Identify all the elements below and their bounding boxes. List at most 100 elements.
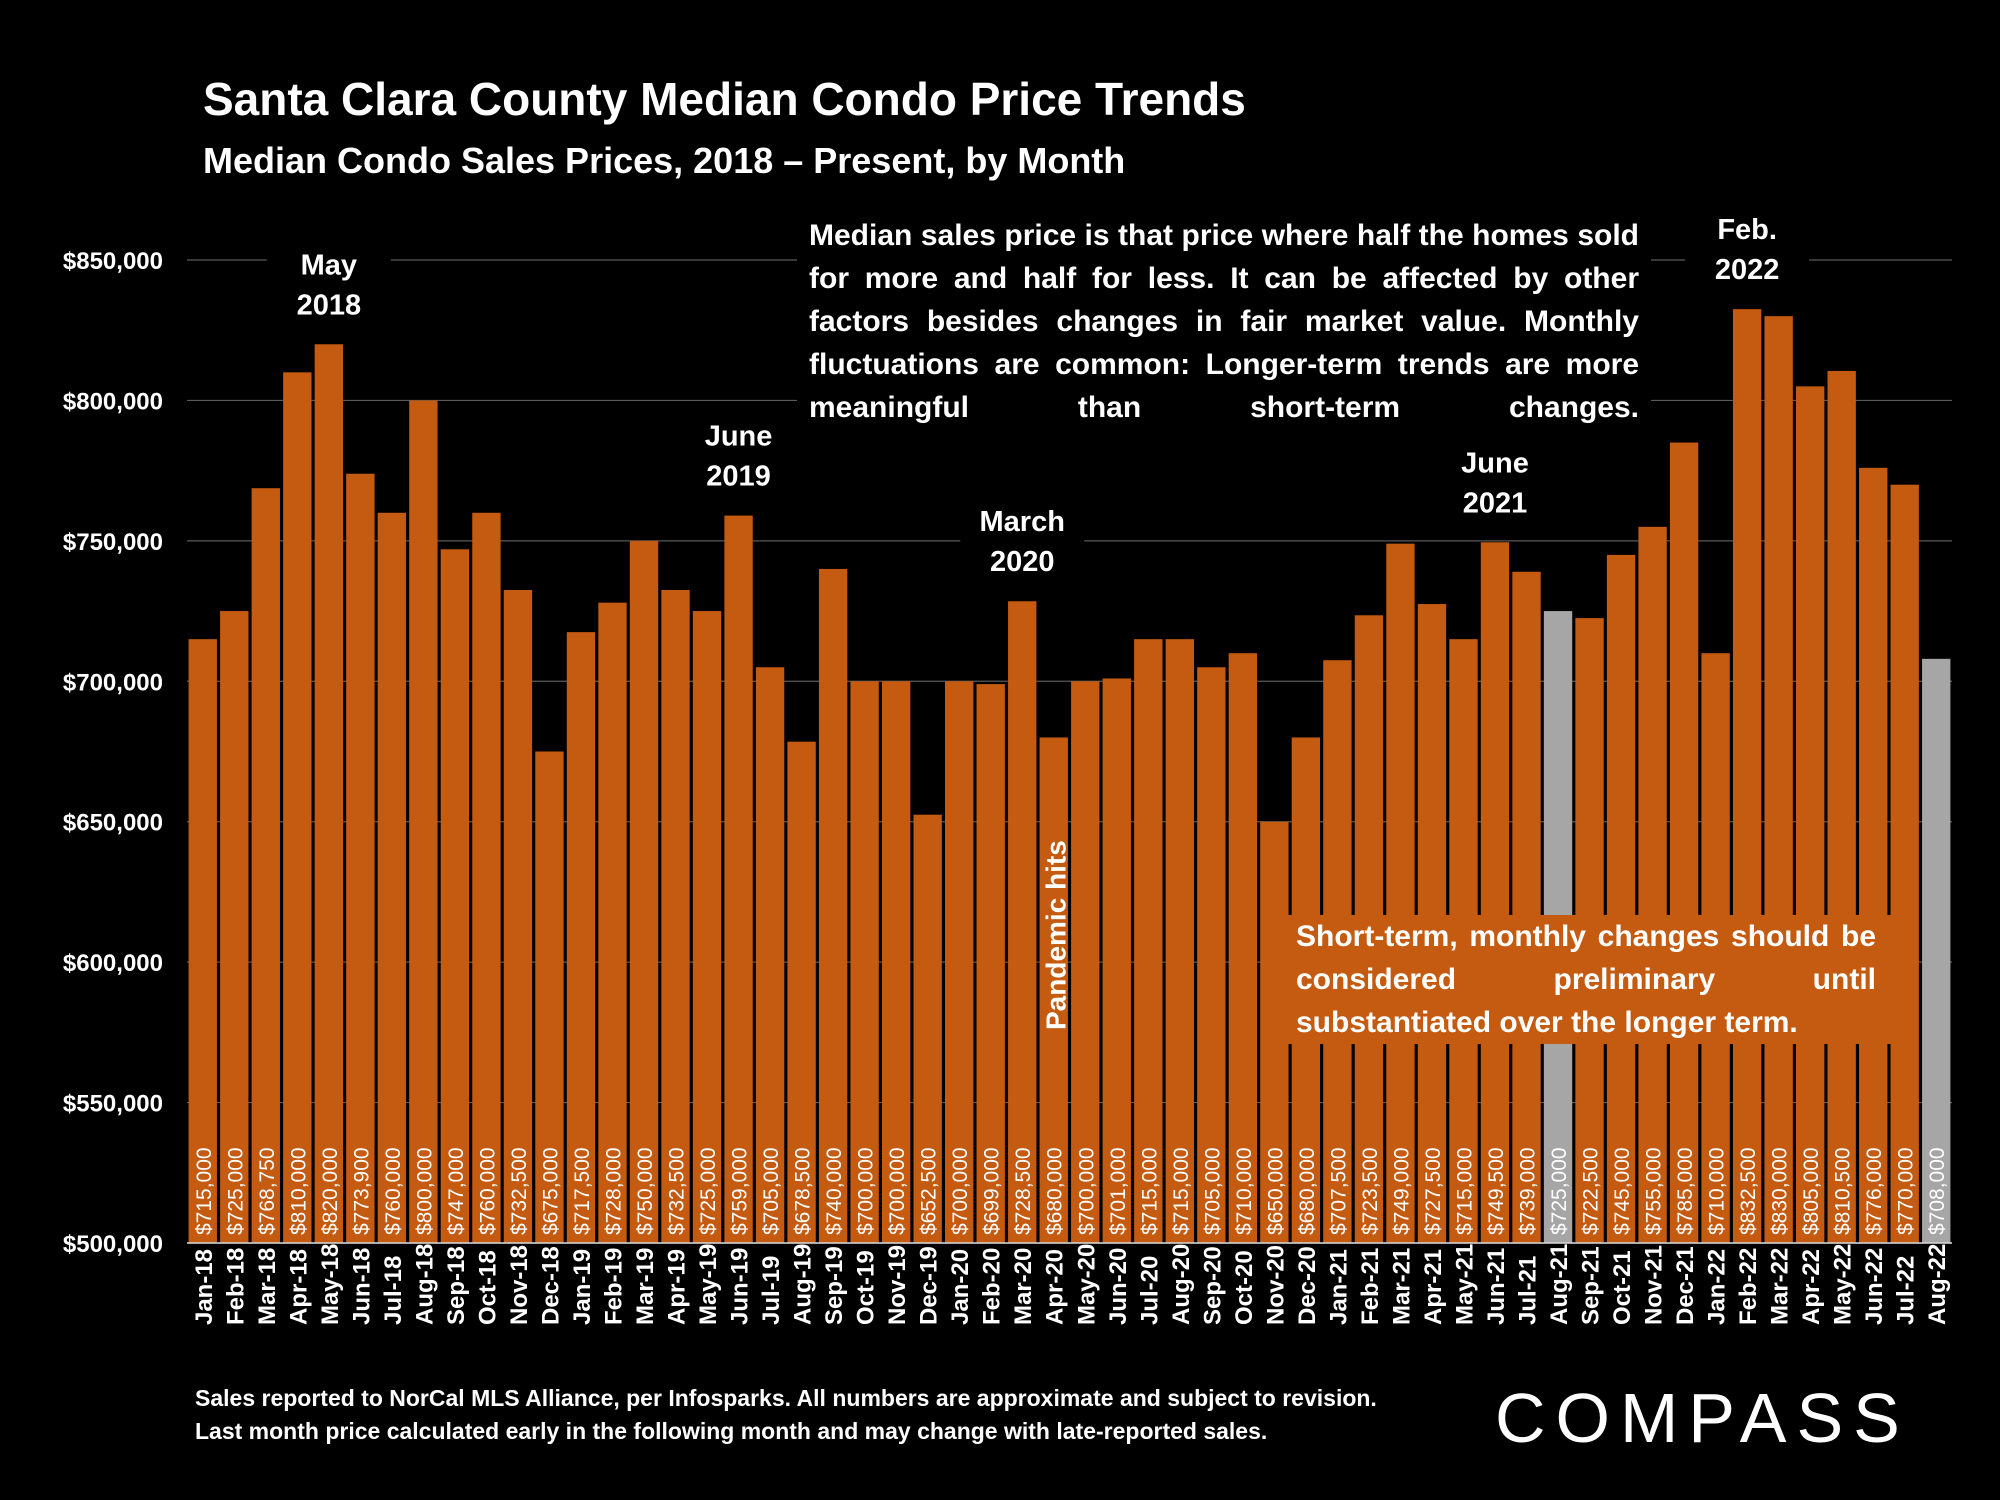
data-label: $740,000 (823, 1147, 846, 1235)
x-tick-label: Feb-19 (600, 1248, 627, 1325)
data-label: $725,000 (224, 1147, 247, 1235)
data-label: $727,500 (1422, 1147, 1445, 1235)
x-tick-label: Oct-18 (474, 1250, 501, 1325)
y-tick-label: $500,000 (63, 1231, 163, 1258)
x-tick-label: Nov-20 (1262, 1245, 1289, 1325)
data-label: $723,500 (1359, 1147, 1382, 1235)
data-label: $715,000 (1453, 1147, 1476, 1235)
x-tick-label: Sep-21 (1578, 1246, 1605, 1325)
year-annotation: 2019 (706, 461, 771, 493)
x-tick-label: Feb-21 (1357, 1248, 1384, 1325)
annotation-background (1685, 204, 1810, 289)
year-annotation: 2022 (1715, 254, 1780, 286)
data-label: $732,500 (508, 1147, 531, 1235)
preliminary-changes-note: Short-term, monthly changes should be co… (1280, 915, 1892, 1044)
data-label: $725,000 (697, 1147, 720, 1235)
data-label: $705,000 (1201, 1147, 1224, 1235)
bar (377, 512, 407, 1243)
y-tick-label: $550,000 (63, 1091, 163, 1118)
data-label: $708,000 (1926, 1147, 1949, 1235)
annotation-background (266, 239, 391, 324)
x-tick-label: Aug-22 (1924, 1244, 1951, 1325)
data-label: $770,000 (1895, 1147, 1918, 1235)
bar (314, 344, 344, 1243)
year-annotation: March (980, 506, 1065, 538)
bar (1827, 370, 1856, 1243)
x-tick-label: Jan-20 (947, 1249, 974, 1325)
x-tick-label: Jun-22 (1861, 1248, 1888, 1325)
x-tick-label: Jun-21 (1483, 1248, 1510, 1325)
data-label: $745,000 (1611, 1147, 1634, 1235)
footer-source-note: Sales reported to NorCal MLS Alliance, p… (195, 1382, 1377, 1448)
bar (251, 488, 280, 1244)
y-tick-label: $600,000 (63, 950, 163, 977)
x-tick-label: Mar-22 (1767, 1248, 1794, 1325)
x-tick-label: Mar-19 (632, 1248, 659, 1325)
y-tick-label: $700,000 (63, 669, 163, 696)
x-tick-label: Aug-19 (790, 1244, 817, 1325)
bar (1039, 737, 1068, 1243)
bar (1606, 554, 1636, 1243)
data-label: $832,500 (1737, 1147, 1760, 1235)
x-tick-label: Nov-18 (506, 1245, 533, 1325)
data-label: $760,000 (476, 1147, 499, 1235)
bar (724, 515, 753, 1243)
data-label: $725,000 (1548, 1147, 1571, 1235)
x-tick-label: Mar-18 (254, 1248, 281, 1325)
data-label: $678,500 (792, 1147, 815, 1235)
year-annotation: 2021 (1463, 487, 1528, 519)
x-tick-label: Dec-21 (1672, 1246, 1699, 1325)
x-tick-label: Jan-21 (1325, 1249, 1352, 1325)
bar (1071, 681, 1100, 1243)
annotation-background (676, 410, 801, 495)
x-tick-label: Oct-20 (1231, 1250, 1258, 1325)
x-tick-label: Nov-21 (1641, 1245, 1668, 1325)
data-label: $810,000 (287, 1147, 310, 1235)
data-label: $650,000 (1264, 1147, 1287, 1235)
data-label: $760,000 (382, 1147, 405, 1235)
chart-subtitle: Median Condo Sales Prices, 2018 – Presen… (203, 140, 1126, 181)
bar (881, 681, 911, 1243)
data-label: $773,900 (350, 1147, 373, 1235)
x-tick-label: May-22 (1830, 1244, 1857, 1325)
x-tick-label: Sep-18 (443, 1246, 470, 1325)
bar (661, 590, 690, 1243)
data-label: $652,500 (918, 1147, 941, 1235)
x-tick-label: Dec-19 (916, 1246, 943, 1325)
bar (787, 741, 816, 1243)
bar (976, 684, 1005, 1243)
x-tick-label: Jul-21 (1515, 1256, 1542, 1325)
annotation-background (960, 496, 1085, 581)
x-tick-label: Sep-20 (1199, 1246, 1226, 1325)
pandemic-annotation: Pandemic hits (1041, 840, 1072, 1030)
x-tick-label: Feb-18 (222, 1248, 249, 1325)
data-label: $750,000 (634, 1147, 657, 1235)
data-label: $700,000 (1075, 1147, 1098, 1235)
data-label: $710,000 (1233, 1147, 1256, 1235)
data-label: $785,000 (1674, 1147, 1697, 1235)
bar (1859, 467, 1888, 1243)
bar (692, 611, 722, 1243)
x-tick-label: Jan-19 (569, 1249, 596, 1325)
data-label: $776,000 (1863, 1147, 1886, 1235)
data-label: $717,500 (571, 1147, 594, 1235)
bar (1165, 639, 1194, 1243)
bar (283, 372, 312, 1243)
x-tick-label: Apr-19 (664, 1249, 691, 1325)
year-annotation: 2020 (990, 546, 1055, 578)
x-tick-label: Sep-19 (821, 1246, 848, 1325)
x-tick-label: Apr-20 (1042, 1249, 1069, 1325)
data-label: $705,000 (760, 1147, 783, 1235)
x-tick-label: May-21 (1451, 1244, 1478, 1325)
bar (1386, 543, 1415, 1243)
data-label: $732,500 (666, 1147, 689, 1235)
data-label: $701,000 (1107, 1147, 1130, 1235)
bar (472, 512, 501, 1243)
x-tick-label: Mar-21 (1388, 1248, 1415, 1325)
data-label: $800,000 (413, 1147, 436, 1235)
bar (755, 667, 785, 1243)
bar (220, 611, 249, 1243)
year-annotation: June (705, 421, 773, 453)
bar (629, 540, 659, 1243)
x-tick-label: Mar-20 (1010, 1248, 1037, 1325)
